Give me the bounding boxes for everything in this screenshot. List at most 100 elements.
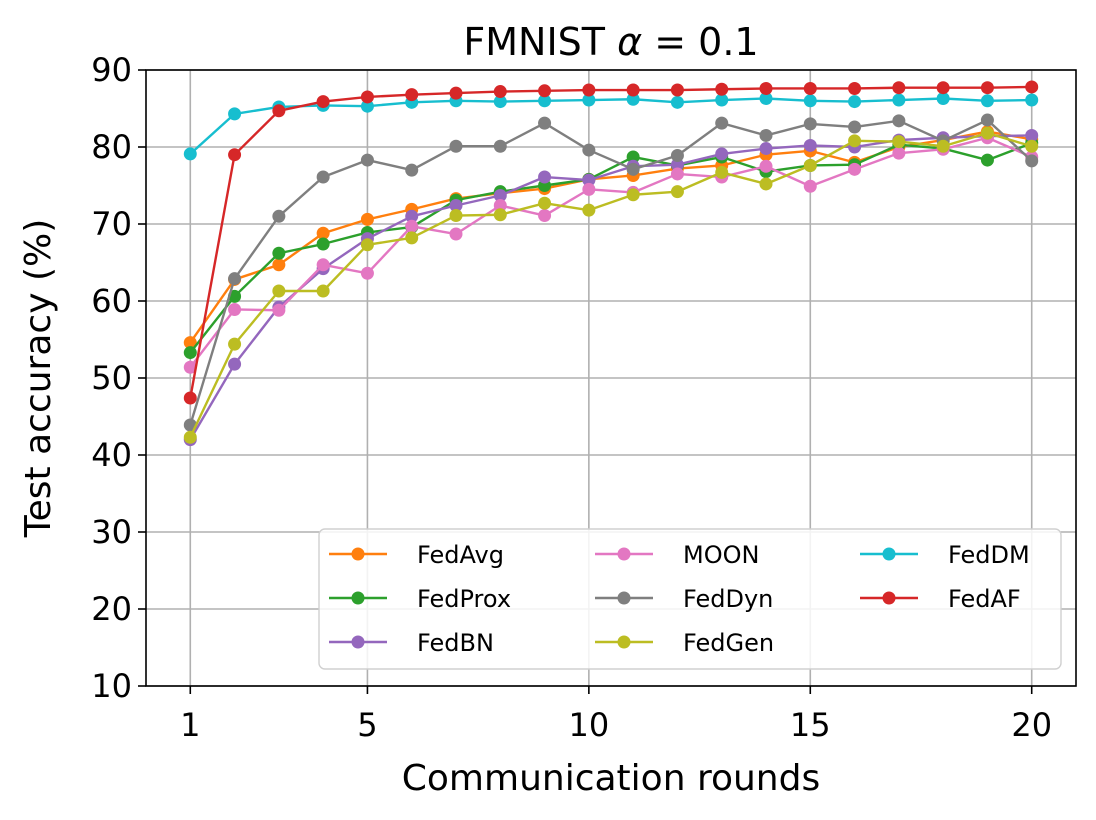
data-point-moon xyxy=(848,162,862,176)
legend-marker xyxy=(351,635,365,649)
data-point-fedaf xyxy=(980,81,994,95)
data-point-feddyn xyxy=(803,117,817,131)
data-point-moon xyxy=(316,258,330,272)
chart-title-alpha: α xyxy=(617,20,642,64)
data-point-fedprox xyxy=(272,246,286,260)
data-point-fedaf xyxy=(670,83,684,97)
data-point-fedaf xyxy=(183,391,197,405)
data-point-feddm xyxy=(1025,93,1039,107)
series-line-feddyn xyxy=(189,118,1033,426)
data-point-feddm xyxy=(670,95,684,109)
data-point-feddm xyxy=(538,94,552,108)
legend-label: FedDyn xyxy=(683,585,773,613)
y-axis-label: Test accuracy (%) xyxy=(18,219,59,539)
data-point-fedgen xyxy=(626,188,640,202)
data-point-fedaf xyxy=(538,84,552,98)
data-point-moon xyxy=(759,159,773,173)
data-point-feddyn xyxy=(626,162,640,176)
data-point-fedgen xyxy=(272,284,286,298)
data-point-fedgen xyxy=(582,203,596,217)
legend-entries: FedAvg FedProx FedBN MOON FedDyn FedGen FedDM F… xyxy=(329,541,1030,657)
y-tick-label: 10 xyxy=(91,667,132,705)
chart-title: FMNIST α = 0.1 xyxy=(463,20,758,64)
legend-marker xyxy=(351,547,365,561)
data-point-fedaf xyxy=(582,83,596,97)
data-point-fedaf xyxy=(405,88,419,102)
legend-item-fedaf: FedAF xyxy=(860,585,1021,613)
data-point-fedbn xyxy=(449,199,463,213)
legend-label: FedDM xyxy=(948,541,1030,569)
data-point-fedgen xyxy=(803,158,817,172)
data-point-moon xyxy=(670,167,684,181)
data-point-moon xyxy=(892,146,906,160)
data-point-feddyn xyxy=(405,163,419,177)
data-point-fedbn xyxy=(493,189,507,203)
data-point-fedaf xyxy=(803,81,817,95)
data-point-fedaf xyxy=(272,104,286,118)
series-line-fedgen xyxy=(189,131,1033,438)
data-point-fedbn xyxy=(715,147,729,161)
data-point-feddm xyxy=(980,94,994,108)
series-feddyn xyxy=(183,113,1039,432)
data-point-fedprox xyxy=(626,150,640,164)
legend-label: FedAF xyxy=(948,585,1021,613)
series-line-feddm xyxy=(189,97,1032,155)
data-point-feddm xyxy=(626,92,640,106)
x-tick-label: 10 xyxy=(568,706,609,744)
data-point-fedbn xyxy=(582,173,596,187)
series-fedaf xyxy=(183,80,1039,405)
data-point-fedaf xyxy=(892,81,906,95)
legend-item-fedprox: FedProx xyxy=(329,585,511,613)
legend-item-feddyn: FedDyn xyxy=(595,585,773,613)
data-point-moon xyxy=(360,266,374,280)
series-line-moon xyxy=(189,136,1033,368)
series-fedgen xyxy=(183,126,1039,444)
x-tick-label: 15 xyxy=(790,706,831,744)
data-point-fedaf xyxy=(228,148,242,162)
data-point-fedaf xyxy=(848,81,862,95)
data-point-feddm xyxy=(803,94,817,108)
data-point-feddm xyxy=(848,95,862,109)
data-point-fedavg xyxy=(183,336,197,350)
data-point-fedbn xyxy=(228,357,242,371)
data-point-fedgen xyxy=(670,185,684,199)
data-point-feddm xyxy=(582,93,596,107)
y-tick-label: 50 xyxy=(91,359,132,397)
data-point-fedgen xyxy=(1025,139,1039,153)
series-line-fedprox xyxy=(189,142,1033,354)
data-point-feddm xyxy=(183,147,197,161)
data-point-moon xyxy=(449,227,463,241)
data-point-feddm xyxy=(715,93,729,107)
data-point-fedgen xyxy=(405,231,419,245)
data-point-fedgen xyxy=(538,196,552,210)
data-point-fedgen xyxy=(980,126,994,140)
data-point-fedaf xyxy=(360,90,374,104)
data-point-fedaf xyxy=(759,81,773,95)
x-tick-label: 20 xyxy=(1011,706,1052,744)
data-point-fedgen xyxy=(449,209,463,223)
legend-label: MOON xyxy=(683,541,759,569)
data-point-moon xyxy=(493,199,507,213)
legend-marker xyxy=(351,591,365,605)
data-point-fedprox xyxy=(316,237,330,251)
series-line-fedavg xyxy=(189,130,1032,344)
legend-marker xyxy=(617,547,631,561)
data-point-moon xyxy=(538,209,552,223)
data-point-moon xyxy=(582,182,596,196)
data-point-fedaf xyxy=(493,85,507,99)
data-point-feddyn xyxy=(715,116,729,130)
y-tick-label: 30 xyxy=(91,513,132,551)
data-point-fedavg xyxy=(360,212,374,226)
data-point-feddyn xyxy=(892,114,906,128)
y-tick-label: 20 xyxy=(91,590,132,628)
data-point-feddm xyxy=(759,91,773,105)
legend-label: FedBN xyxy=(417,629,494,657)
legend-label: FedAvg xyxy=(417,541,504,569)
data-point-moon xyxy=(405,219,419,233)
data-point-fedbn xyxy=(1025,128,1039,142)
data-point-feddyn xyxy=(493,139,507,153)
data-point-feddyn xyxy=(316,170,330,184)
legend-item-moon: MOON xyxy=(595,541,759,569)
legend-marker xyxy=(882,591,896,605)
